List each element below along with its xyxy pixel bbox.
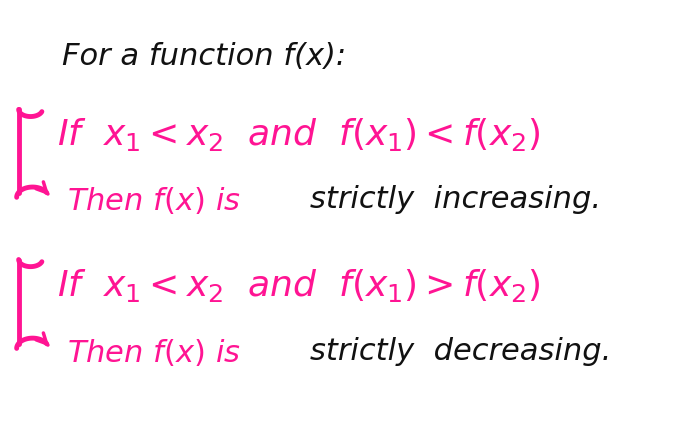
Text: $\mathit{Then\ f(x)\ is}$: $\mathit{Then\ f(x)\ is}$: [67, 186, 242, 217]
Text: $\mathit{If}$  $x_1 < x_2$  $\mathit{and}$  $f(x_1) > f(x_2)$: $\mathit{If}$ $x_1 < x_2$ $\mathit{and}$…: [57, 267, 541, 305]
Text: strictly  decreasing.: strictly decreasing.: [310, 337, 612, 365]
Text: $\mathit{Then\ f(x)\ is}$: $\mathit{Then\ f(x)\ is}$: [67, 337, 242, 368]
Text: For a function f(x):: For a function f(x):: [62, 42, 347, 71]
Text: $\mathit{If}$  $x_1 < x_2$  $\mathit{and}$  $f(x_1) < f(x_2)$: $\mathit{If}$ $x_1 < x_2$ $\mathit{and}$…: [57, 116, 541, 153]
Text: strictly  increasing.: strictly increasing.: [310, 186, 601, 214]
